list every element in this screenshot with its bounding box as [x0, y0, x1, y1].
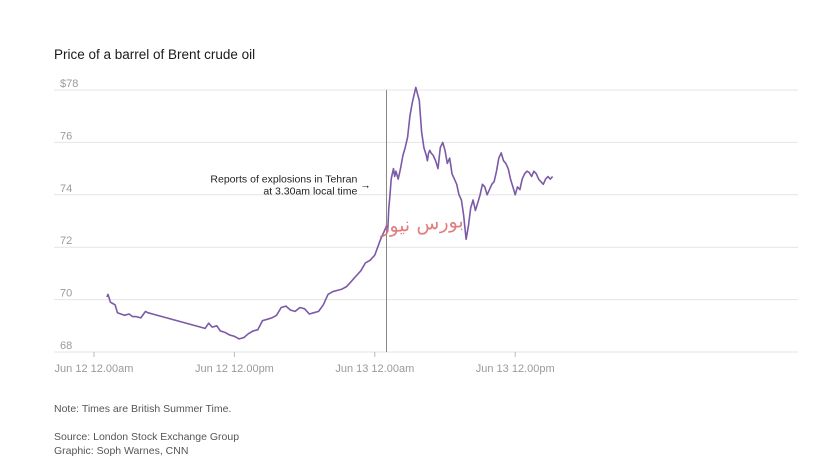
annotation-arrow: →: [360, 179, 371, 191]
x-tick-label: Jun 13 12.00am: [335, 363, 414, 375]
annotation-line-2: at 3.30am local time: [263, 185, 357, 197]
note-source: Source: London Stock Exchange Group: [54, 431, 240, 443]
x-tick-label: Jun 13 12.00pm: [476, 363, 555, 375]
series-line: [106, 86, 554, 340]
y-tick-label: $78: [60, 78, 78, 90]
y-tick-label: 76: [60, 130, 72, 142]
event-annotation: Reports of explosions in Tehran at 3.30a…: [210, 173, 370, 197]
note-graphic: Graphic: Soph Warnes, CNN: [54, 445, 189, 457]
note-times: Note: Times are British Summer Time.: [54, 403, 232, 415]
y-tick-label: 72: [60, 235, 72, 247]
gridlines: [54, 89, 798, 353]
x-axis-ticks: Jun 12 12.00am Jun 12 12.00pm Jun 13 12.00…: [55, 352, 555, 375]
y-tick-label: 68: [60, 340, 72, 352]
chart-title: Price of a barrel of Brent crude oil: [54, 47, 256, 62]
y-axis-ticks: $78 76 74 72 70 68: [60, 78, 78, 352]
annotation-line-1: Reports of explosions in Tehran: [210, 173, 357, 185]
y-tick-label: 74: [60, 183, 72, 195]
x-tick-label: Jun 12 12.00pm: [195, 363, 274, 375]
x-tick-label: Jun 12 12.00am: [55, 363, 134, 375]
y-tick-label: 70: [60, 288, 72, 300]
